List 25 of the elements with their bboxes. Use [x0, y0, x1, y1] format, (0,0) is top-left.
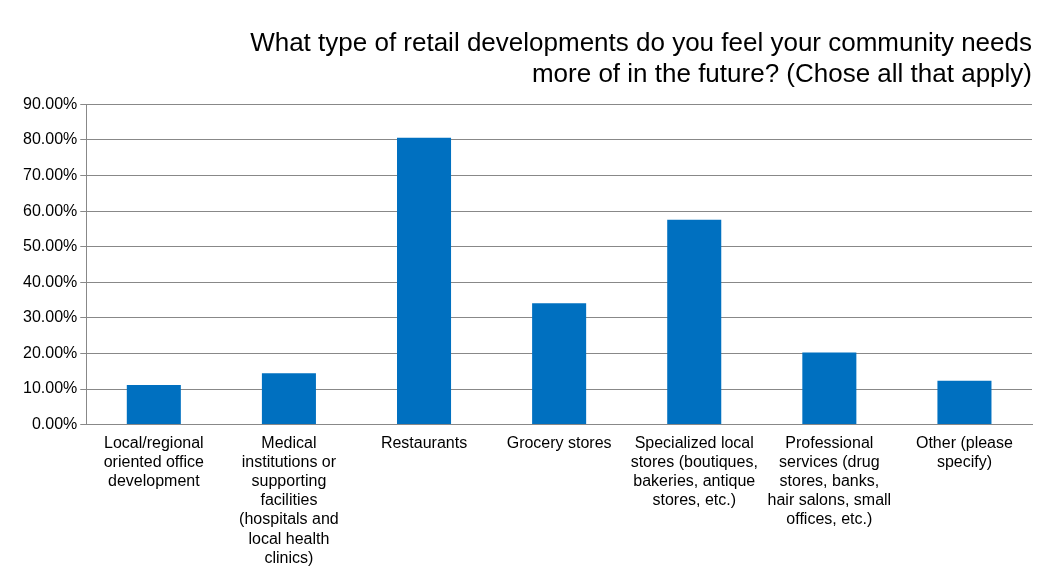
y-tick-label: 80.00% — [23, 130, 78, 148]
y-tick-label: 70.00% — [23, 165, 78, 183]
x-tick-label: Other (please specify) — [915, 433, 1014, 470]
x-tick-label: Professional services (drug stores, banks, hair salons, small offices, etc.) — [767, 433, 892, 528]
y-tick-label: 40.00% — [23, 272, 78, 290]
chart-title: What type of retail developments do you feel your community needs more of in the future? (Chose all that apply) — [250, 26, 1032, 88]
y-tick-label: 20.00% — [23, 343, 78, 361]
x-tick-label: Local/regional oriented office development — [103, 433, 205, 490]
x-tick-label: Medical institutions or supporting facilities (hospitals and local health clinics) — [239, 433, 339, 566]
bar — [667, 219, 722, 425]
bar — [802, 352, 857, 425]
y-tick-label: 50.00% — [23, 237, 78, 255]
y-tick-label: 30.00% — [23, 308, 78, 326]
bar — [261, 373, 316, 425]
y-tick-label: 60.00% — [23, 201, 78, 219]
y-tick-label: 0.00% — [31, 415, 78, 433]
x-tick-label: Specialized local stores (boutiques, bakeries, antique stores, etc.) — [630, 433, 758, 509]
x-tick-label: Restaurants — [380, 433, 468, 451]
bar — [532, 303, 587, 425]
y-tick-label: 10.00% — [23, 379, 78, 397]
y-tick-label: 90.00% — [23, 94, 78, 112]
bar — [126, 385, 181, 425]
x-tick-label: Grocery stores — [506, 433, 612, 451]
bar — [397, 137, 452, 425]
bar — [937, 380, 992, 425]
